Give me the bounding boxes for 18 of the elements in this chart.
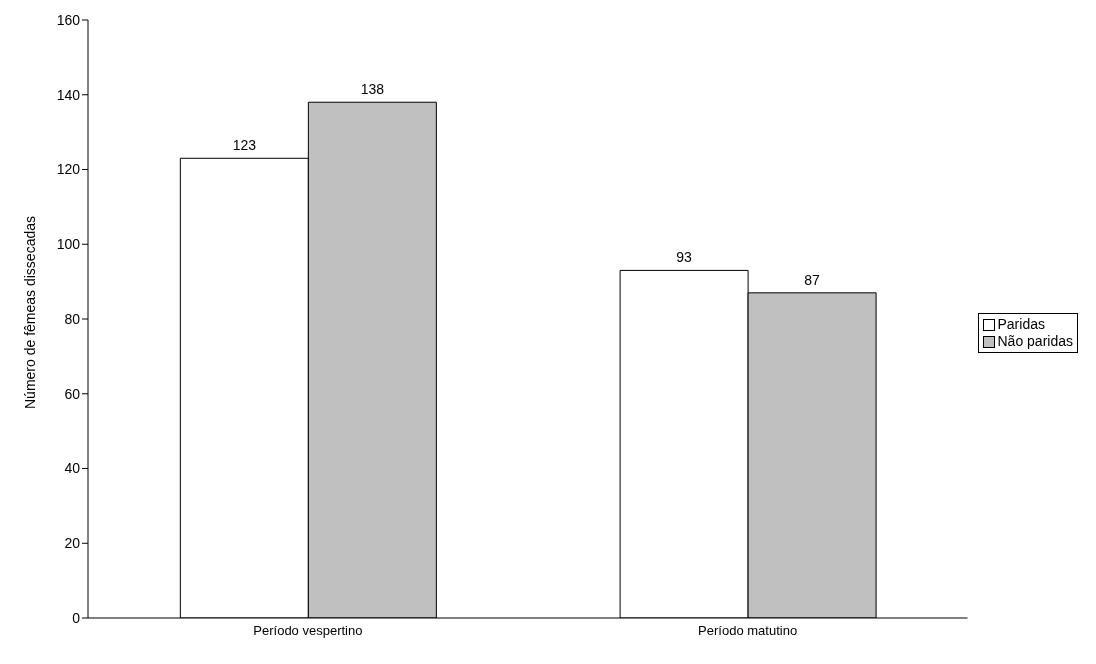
data-label: 123 bbox=[232, 137, 257, 154]
legend-label: Paridas bbox=[997, 316, 1045, 333]
y-axis-title: Número de fêmeas dissecadas bbox=[21, 216, 38, 409]
y-tick-label: 40 bbox=[64, 460, 81, 477]
data-label: 87 bbox=[804, 271, 821, 288]
x-tick-label: Período vespertino bbox=[253, 623, 363, 639]
y-tick-label: 160 bbox=[56, 11, 81, 28]
y-tick-label: 100 bbox=[56, 236, 81, 253]
y-tick-label: 140 bbox=[56, 86, 81, 103]
y-tick-label: 20 bbox=[64, 535, 81, 552]
y-tick-label: 0 bbox=[72, 609, 81, 626]
legend-label: Não paridas bbox=[997, 333, 1073, 350]
x-tick-label: Período matutino bbox=[698, 623, 798, 639]
data-label: 138 bbox=[360, 81, 385, 98]
y-tick-label: 60 bbox=[64, 385, 81, 402]
y-tick-label: 120 bbox=[56, 161, 81, 178]
data-label: 93 bbox=[676, 249, 693, 266]
y-tick-label: 80 bbox=[64, 310, 81, 327]
